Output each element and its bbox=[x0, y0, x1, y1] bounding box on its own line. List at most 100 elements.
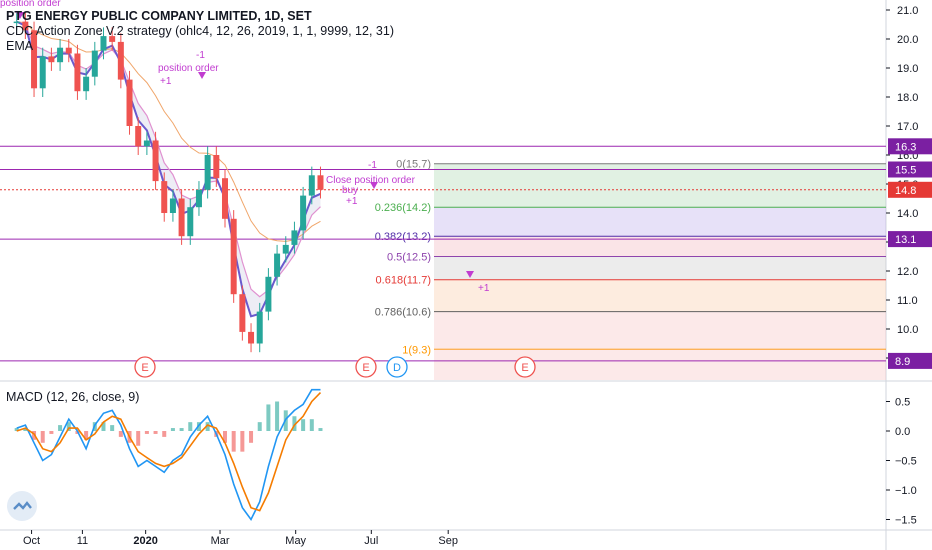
candle bbox=[57, 47, 64, 63]
macd-tick-label: −1.0 bbox=[895, 485, 917, 497]
histogram-bar bbox=[249, 431, 254, 443]
y-tick-label: 10.0 bbox=[897, 324, 918, 336]
order-label: Close position order bbox=[326, 175, 416, 186]
candle bbox=[152, 140, 159, 182]
candle bbox=[22, 21, 29, 31]
fib-label: 0.382(13.2) bbox=[375, 231, 431, 243]
x-tick-label: Jul bbox=[364, 535, 378, 547]
candle bbox=[178, 198, 185, 237]
fib-label: 0.786(10.6) bbox=[375, 307, 431, 319]
x-tick-label: Mar bbox=[211, 535, 230, 547]
histogram-bar bbox=[275, 401, 280, 431]
histogram-bar bbox=[188, 422, 193, 431]
price-tag-label: 14.8 bbox=[895, 185, 916, 197]
tradingview-logo-icon[interactable] bbox=[7, 491, 37, 521]
order-label: position order bbox=[0, 0, 61, 9]
histogram-bar bbox=[40, 431, 45, 443]
x-tick-label: May bbox=[285, 535, 306, 547]
histogram-bar bbox=[144, 431, 149, 434]
histogram-bar bbox=[240, 431, 245, 452]
histogram-bar bbox=[205, 422, 210, 431]
candle bbox=[117, 41, 124, 80]
histogram-bar bbox=[257, 422, 262, 431]
macd-tick-label: 0.5 bbox=[895, 397, 910, 409]
candle bbox=[65, 47, 72, 54]
candle bbox=[39, 56, 46, 89]
candle bbox=[204, 155, 211, 190]
macd-legend[interactable]: MACD (12, 26, close, 9) bbox=[6, 390, 140, 404]
candle bbox=[83, 76, 90, 92]
histogram-bar bbox=[58, 425, 63, 431]
dividend-marker bbox=[386, 356, 408, 378]
histogram-bar bbox=[318, 428, 323, 431]
x-tick-label: Sep bbox=[438, 535, 458, 547]
fib-label: 1(9.3) bbox=[402, 344, 431, 356]
candle bbox=[291, 230, 298, 245]
price-tag bbox=[888, 138, 932, 155]
y-tick-label: 18.0 bbox=[897, 92, 918, 104]
order-arrow-icon bbox=[370, 182, 378, 189]
macd-line bbox=[16, 388, 321, 522]
fib-label: 0.618(11.7) bbox=[376, 275, 431, 287]
price-tag bbox=[888, 231, 932, 248]
fib-label: 0.5(12.5) bbox=[387, 252, 431, 264]
price-tag-label: 15.5 bbox=[895, 165, 916, 177]
x-tick-label: Oct bbox=[23, 535, 40, 547]
fib-zone bbox=[434, 207, 886, 237]
macd-pane[interactable]: 0.5 0.0 −0.5 −1.0 −1.5 bbox=[14, 388, 917, 527]
order-qty: +1 bbox=[160, 76, 172, 87]
candlesticks bbox=[13, 12, 324, 353]
histogram-bar bbox=[301, 419, 306, 431]
candle bbox=[230, 218, 237, 295]
fibonacci-retracement[interactable]: 0(15.7) 0.236(14.2) 0.382(13.2) 0.5(12.5) 0.… bbox=[375, 159, 886, 380]
event-marker-label: E bbox=[141, 362, 148, 374]
price-tags: 16.3 15.5 14.8 13.1 8.9 bbox=[888, 138, 932, 369]
y-tick-label: 19.0 bbox=[897, 63, 918, 75]
earnings-marker bbox=[514, 356, 536, 378]
earnings-marker bbox=[134, 356, 156, 378]
histogram-bar bbox=[223, 431, 227, 443]
order-label: buy bbox=[342, 185, 358, 196]
candle bbox=[31, 30, 38, 89]
price-tag bbox=[888, 352, 932, 369]
candle bbox=[248, 331, 255, 344]
earnings-marker bbox=[355, 356, 377, 378]
order-qty: +1 bbox=[478, 283, 490, 294]
candle bbox=[143, 140, 150, 147]
price-tag-label: 13.1 bbox=[895, 234, 916, 246]
y-tick-label: 12.0 bbox=[897, 266, 918, 278]
candle bbox=[213, 155, 220, 179]
candle bbox=[48, 56, 55, 63]
histogram-bar bbox=[179, 428, 184, 431]
x-tick-label: 11 bbox=[77, 535, 88, 547]
candle bbox=[308, 175, 315, 196]
histogram-bar bbox=[66, 422, 71, 431]
order-label: position order bbox=[158, 63, 219, 74]
ema-legend[interactable]: EMA bbox=[6, 39, 34, 53]
fib-zone bbox=[434, 279, 886, 312]
price-tag-label: 16.3 bbox=[895, 141, 916, 153]
histogram-bar bbox=[266, 404, 271, 431]
chart-title: PTG ENERGY PUBLIC COMPANY LIMITED, 1D, S… bbox=[6, 9, 312, 23]
fib-label: 0(15.7) bbox=[396, 159, 431, 171]
histogram-bar bbox=[309, 419, 314, 431]
candle bbox=[91, 50, 98, 77]
time-axis[interactable]: Oct 11 2020 Mar May Jul Sep bbox=[23, 530, 458, 547]
strategy-legend[interactable]: CDC Action Zone V.2 strategy (ohlc4, 12,… bbox=[6, 24, 394, 38]
histogram-bar bbox=[84, 431, 89, 440]
candle bbox=[100, 36, 107, 51]
y-tick-label: 20.0 bbox=[897, 34, 918, 46]
fib-zone bbox=[434, 256, 886, 280]
order-arrow-icon bbox=[466, 271, 474, 278]
candle bbox=[265, 276, 272, 312]
candle bbox=[195, 189, 202, 208]
order-qty: -1 bbox=[196, 50, 205, 61]
histogram-bar bbox=[136, 431, 141, 446]
candle bbox=[13, 21, 20, 24]
candle bbox=[274, 253, 281, 277]
candle bbox=[187, 207, 194, 237]
histogram-bar bbox=[153, 431, 158, 434]
